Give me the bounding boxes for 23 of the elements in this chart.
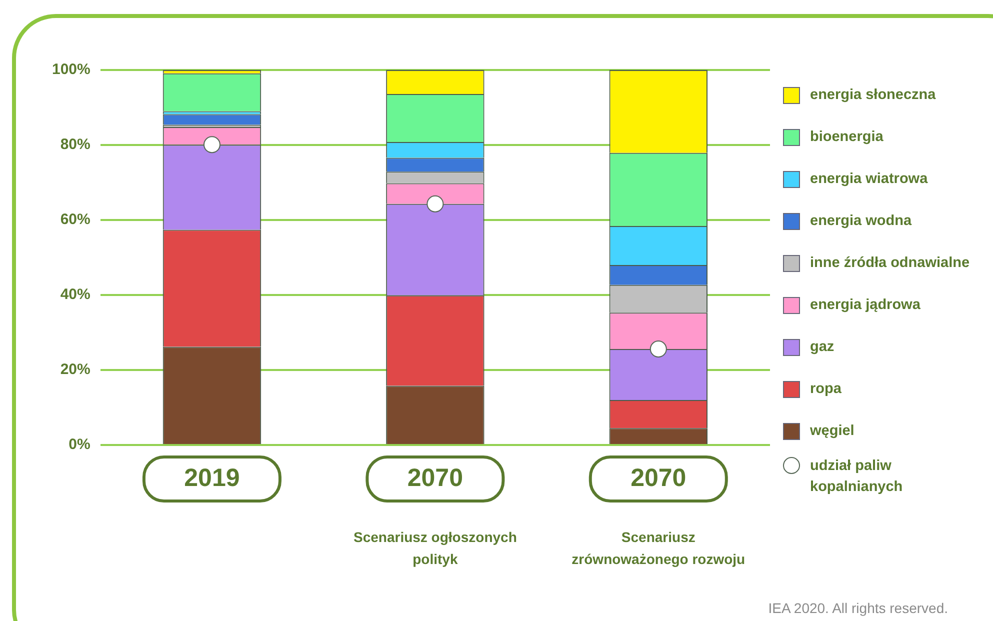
category-label: 2070 Scenariusz zrównoważonego rozwoju [572, 464, 746, 567]
category-label: 2070 Scenariusz ogłoszonych polityk [353, 464, 517, 567]
legend-label: energia słoneczna [810, 87, 936, 103]
legend-label: gaz [810, 339, 834, 355]
legend-label: bioenergia [810, 129, 884, 145]
text: IEA 2020. All rights reserved. [768, 600, 948, 616]
point [650, 340, 667, 358]
y-tick-label: 40% [60, 286, 90, 304]
x-tick-label: 2019 [184, 464, 240, 492]
legend-label: energia jądrowa [810, 297, 920, 313]
legend-label: inne źródła odnawialne [810, 255, 970, 271]
point [426, 195, 444, 212]
y-tick-label: 100% [52, 61, 90, 78]
y-tick-label: 0% [68, 436, 90, 454]
legend-label: udział paliw kopalnianych [810, 457, 904, 497]
point [203, 136, 220, 154]
y-tick-label: 20% [60, 361, 90, 378]
y-tick-label: 80% [60, 136, 90, 154]
legend-label: węgiel [810, 423, 854, 439]
legend-label: ropa [810, 381, 842, 397]
legend-label: energia wiatrowa [810, 171, 928, 187]
legend-label: energia wodna [810, 213, 912, 229]
y-tick-label: 60% [60, 211, 90, 228]
